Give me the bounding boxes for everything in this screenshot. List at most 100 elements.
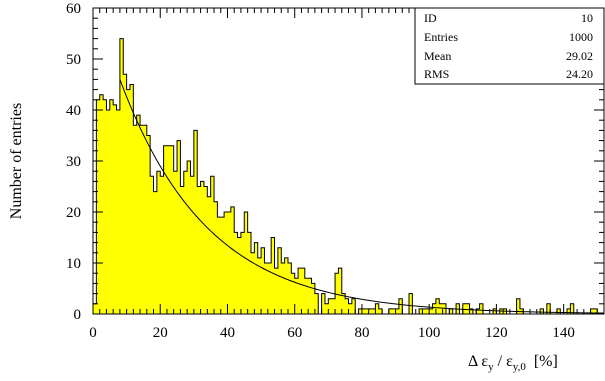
histogram-bin: [287, 263, 292, 314]
histogram-bars: [93, 38, 598, 315]
histogram-bin: [324, 303, 329, 314]
histogram-bin: [425, 308, 430, 314]
histogram-bin: [590, 308, 595, 314]
x-tick-label: 20: [153, 325, 168, 341]
x-tick-labels: 0 20 40 60 80 100 120 140: [89, 325, 575, 341]
histogram-bin: [203, 186, 208, 314]
histogram-bin: [240, 232, 245, 314]
histogram-bin: [570, 303, 575, 314]
histogram-bin: [345, 298, 349, 314]
histogram-bin: [361, 308, 366, 314]
histogram-bin: [136, 115, 141, 314]
y-tick-label: 30: [66, 154, 81, 170]
histogram-bin: [220, 217, 225, 314]
histogram-bin: [116, 110, 121, 314]
stats-value-mean: 29.02: [566, 49, 593, 63]
histogram-bin: [388, 308, 393, 314]
histogram-bin: [462, 303, 467, 314]
stats-label-mean: Mean: [424, 49, 451, 63]
histogram-bin: [398, 298, 403, 314]
histogram-bin: [378, 308, 383, 314]
histogram-bin: [96, 99, 101, 314]
histogram-bin: [392, 308, 396, 314]
histogram-bin: [251, 252, 255, 314]
histogram-bin: [190, 176, 195, 314]
histogram-bin: [267, 263, 272, 314]
histogram-bin: [304, 278, 309, 314]
histogram-bin: [180, 186, 185, 314]
histogram-bin: [119, 38, 124, 314]
histogram-bin: [193, 130, 198, 314]
histogram-bin: [197, 186, 201, 314]
histogram-bin: [335, 273, 339, 314]
histogram-bin: [419, 308, 423, 314]
histogram-bin: [469, 308, 474, 314]
histogram-bin: [140, 125, 144, 314]
histogram-bin: [348, 303, 353, 314]
histogram-bin: [321, 293, 326, 314]
histogram-bin: [113, 104, 117, 315]
histogram-bin: [173, 171, 178, 314]
histogram-bin: [432, 303, 437, 314]
histogram-outline: [92, 38, 604, 315]
stats-box: ID 10 Entries 1000 Mean 29.02 RMS 24.20: [414, 7, 605, 85]
histogram-bin: [466, 303, 470, 314]
histogram-bin: [439, 303, 443, 314]
histogram-bin: [449, 308, 454, 314]
histogram-bin: [106, 110, 111, 314]
histogram-bin: [476, 308, 480, 314]
histogram-bin: [156, 171, 161, 314]
histogram-bin: [351, 298, 356, 314]
histogram-bin: [298, 268, 302, 314]
histogram-bin: [183, 171, 188, 314]
x-tick-label: 100: [418, 325, 441, 341]
histogram-bin: [556, 308, 561, 314]
histogram-bin: [328, 298, 332, 314]
histogram-bin: [166, 145, 171, 314]
histogram-bin: [422, 308, 427, 314]
histogram-bin: [368, 308, 373, 314]
x-tick-label: 140: [552, 325, 575, 341]
histogram-bin: [479, 303, 484, 314]
x-tick-label: 120: [485, 325, 508, 341]
stats-label-rms: RMS: [424, 67, 449, 81]
histogram-bin: [99, 94, 104, 314]
histogram-bin: [207, 196, 211, 314]
histogram-bin: [372, 308, 376, 314]
y-axis-title: Number of entries: [8, 103, 25, 219]
histogram-bin: [133, 125, 138, 314]
histogram-bin: [227, 212, 232, 314]
histogram-bin: [546, 303, 551, 314]
histogram-bin: [146, 135, 151, 314]
histogram-bin: [395, 308, 400, 314]
histogram-bin: [277, 247, 282, 314]
histogram-bin: [281, 263, 285, 314]
histogram-bin: [311, 283, 316, 314]
histogram-bin: [567, 308, 571, 314]
histogram-bin: [237, 237, 242, 314]
stats-value-id: 10: [581, 11, 593, 25]
histogram-bin: [123, 74, 127, 314]
histogram-bin: [153, 191, 158, 314]
histogram-bin: [308, 278, 312, 314]
histogram-bin: [291, 273, 296, 314]
histogram-bin: [129, 84, 134, 314]
histogram-bin: [247, 232, 252, 314]
histogram-bin: [435, 298, 440, 314]
histogram-bin: [264, 263, 269, 314]
histogram-bin: [210, 176, 215, 314]
histogram-bin: [160, 176, 164, 314]
x-tick-label: 0: [89, 325, 97, 341]
histogram-bin: [284, 257, 289, 314]
histogram-bin: [442, 303, 447, 314]
histogram-bin: [271, 237, 275, 314]
y-tick-label: 0: [74, 307, 82, 323]
histogram-bin: [375, 303, 380, 314]
histogram-bin: [224, 212, 228, 314]
histogram-bin: [593, 308, 598, 314]
histogram-bin: [314, 293, 319, 314]
histogram-bin: [294, 278, 299, 314]
x-axis-title: Δ εy / εy,0 [%]: [468, 353, 558, 373]
y-tick-labels: 0 10 20 30 40 50 60: [66, 1, 81, 323]
